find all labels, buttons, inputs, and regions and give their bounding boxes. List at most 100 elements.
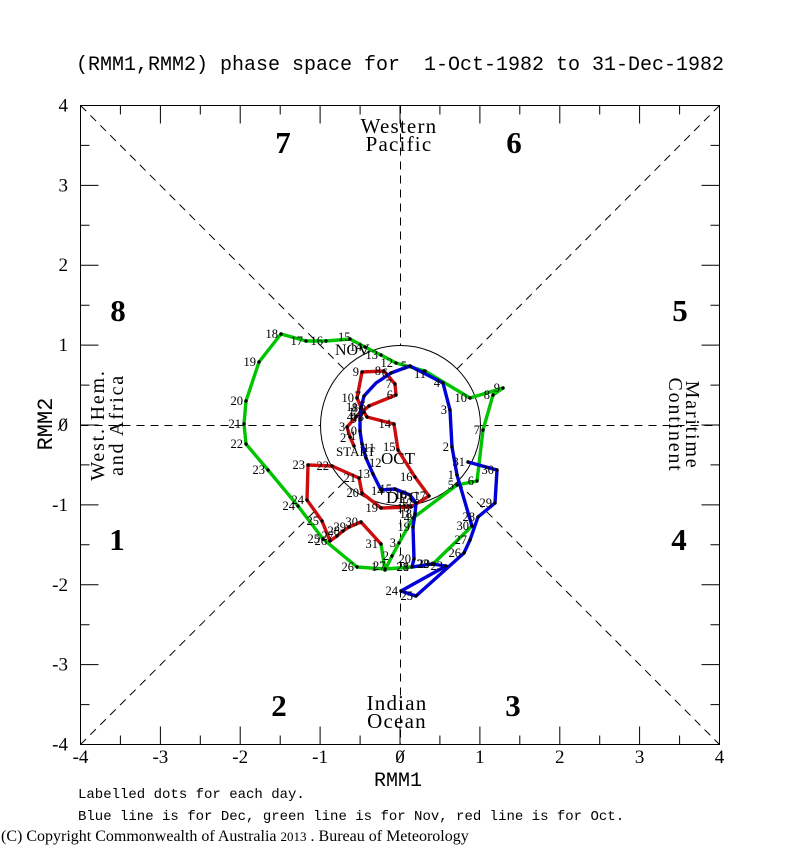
svg-text:3: 3 (339, 420, 345, 434)
svg-text:West. Hem.: West. Hem. (87, 369, 109, 480)
svg-text:3: 3 (635, 747, 645, 768)
svg-text:1: 1 (109, 522, 125, 557)
svg-text:4: 4 (347, 410, 354, 424)
svg-text:27: 27 (373, 559, 386, 573)
svg-text:23: 23 (253, 463, 266, 477)
svg-text:Ocean: Ocean (367, 709, 427, 733)
svg-text:21: 21 (397, 560, 410, 574)
svg-text:Pacific: Pacific (366, 132, 433, 156)
svg-text:27: 27 (322, 529, 335, 543)
svg-text:25: 25 (308, 532, 321, 546)
svg-text:22: 22 (417, 557, 430, 571)
svg-text:19: 19 (366, 501, 379, 515)
svg-text:17: 17 (291, 334, 304, 348)
svg-text:23: 23 (431, 559, 444, 573)
svg-text:17: 17 (401, 496, 414, 510)
svg-text:3: 3 (505, 688, 521, 723)
svg-text:4: 4 (434, 376, 441, 390)
svg-text:9: 9 (351, 412, 357, 426)
svg-text:-1: -1 (52, 495, 68, 516)
svg-text:0: 0 (59, 415, 69, 436)
svg-text:-4: -4 (73, 747, 89, 768)
svg-text:11: 11 (346, 400, 358, 414)
svg-text:21: 21 (344, 471, 357, 485)
svg-text:START: START (336, 444, 375, 459)
svg-text:6: 6 (387, 388, 393, 402)
svg-text:24: 24 (283, 499, 296, 513)
svg-text:2: 2 (271, 688, 287, 723)
svg-text:17: 17 (414, 489, 427, 503)
svg-text:-2: -2 (52, 575, 68, 596)
svg-text:RMM1: RMM1 (374, 770, 422, 793)
svg-text:5: 5 (448, 478, 454, 492)
svg-text:2: 2 (340, 431, 346, 445)
svg-text:2: 2 (555, 747, 565, 768)
svg-text:30: 30 (482, 463, 495, 477)
svg-text:31: 31 (453, 455, 466, 469)
svg-text:OCT: OCT (381, 449, 416, 468)
svg-text:1: 1 (371, 560, 377, 574)
svg-text:2: 2 (443, 440, 449, 454)
svg-text:2: 2 (383, 549, 389, 563)
svg-text:4: 4 (59, 96, 69, 117)
svg-text:24: 24 (292, 493, 305, 507)
svg-text:7: 7 (474, 423, 480, 437)
svg-text:14: 14 (350, 340, 363, 354)
svg-text:4: 4 (671, 522, 687, 557)
svg-text:-3: -3 (152, 747, 168, 768)
svg-text:DEC: DEC (386, 488, 420, 507)
svg-text:18: 18 (266, 327, 279, 341)
svg-text:Maritime: Maritime (681, 381, 703, 470)
svg-text:10: 10 (455, 391, 468, 405)
svg-text:13: 13 (366, 348, 379, 362)
svg-text:1: 1 (475, 747, 485, 768)
svg-text:1: 1 (59, 335, 69, 356)
svg-text:19: 19 (398, 520, 411, 534)
svg-text:9: 9 (353, 365, 359, 379)
svg-text:3: 3 (59, 175, 69, 196)
svg-text:5: 5 (672, 293, 688, 328)
svg-text:7: 7 (386, 377, 392, 391)
svg-text:15: 15 (380, 482, 393, 496)
svg-text:5: 5 (360, 399, 366, 413)
svg-text:RMM2: RMM2 (34, 398, 59, 451)
svg-text:Western: Western (361, 114, 438, 138)
svg-text:28: 28 (463, 510, 476, 524)
svg-text:(RMM1,RMM2) phase space for 1: (RMM1,RMM2) phase space for 1-Oct-1982 t… (76, 54, 724, 77)
svg-text:NOV: NOV (335, 342, 370, 359)
svg-text:(C) Copyright Commonwealth of: (C) Copyright Commonwealth of Australia … (1, 828, 469, 845)
svg-text:27: 27 (455, 533, 468, 547)
svg-text:9: 9 (494, 381, 500, 395)
svg-text:25: 25 (307, 514, 320, 528)
svg-text:13: 13 (358, 467, 371, 481)
svg-text:8: 8 (484, 388, 490, 402)
svg-text:11: 11 (414, 367, 426, 381)
svg-text:6: 6 (382, 366, 388, 380)
svg-text:2: 2 (59, 255, 69, 276)
svg-text:19: 19 (244, 355, 257, 369)
svg-text:15: 15 (338, 330, 351, 344)
svg-text:3: 3 (390, 536, 396, 550)
svg-text:29: 29 (418, 557, 431, 571)
svg-text:16: 16 (400, 470, 413, 484)
svg-text:22: 22 (317, 459, 330, 473)
svg-text:24: 24 (386, 584, 399, 598)
svg-text:12: 12 (381, 356, 394, 370)
svg-text:11: 11 (363, 441, 375, 455)
svg-text:31: 31 (366, 537, 379, 551)
svg-text:26: 26 (449, 546, 462, 560)
svg-text:21: 21 (229, 417, 242, 431)
svg-text:12: 12 (369, 456, 382, 470)
svg-text:28: 28 (397, 560, 410, 574)
svg-text:-2: -2 (232, 747, 248, 768)
svg-text:29: 29 (480, 496, 493, 510)
svg-text:20: 20 (399, 552, 412, 566)
svg-text:14: 14 (379, 417, 392, 431)
svg-text:23: 23 (293, 458, 306, 472)
svg-text:13: 13 (352, 410, 365, 424)
svg-text:8: 8 (352, 401, 358, 415)
svg-text:6: 6 (468, 474, 474, 488)
svg-text:20: 20 (231, 394, 244, 408)
svg-text:25: 25 (401, 589, 414, 603)
svg-text:Continent: Continent (664, 377, 686, 472)
